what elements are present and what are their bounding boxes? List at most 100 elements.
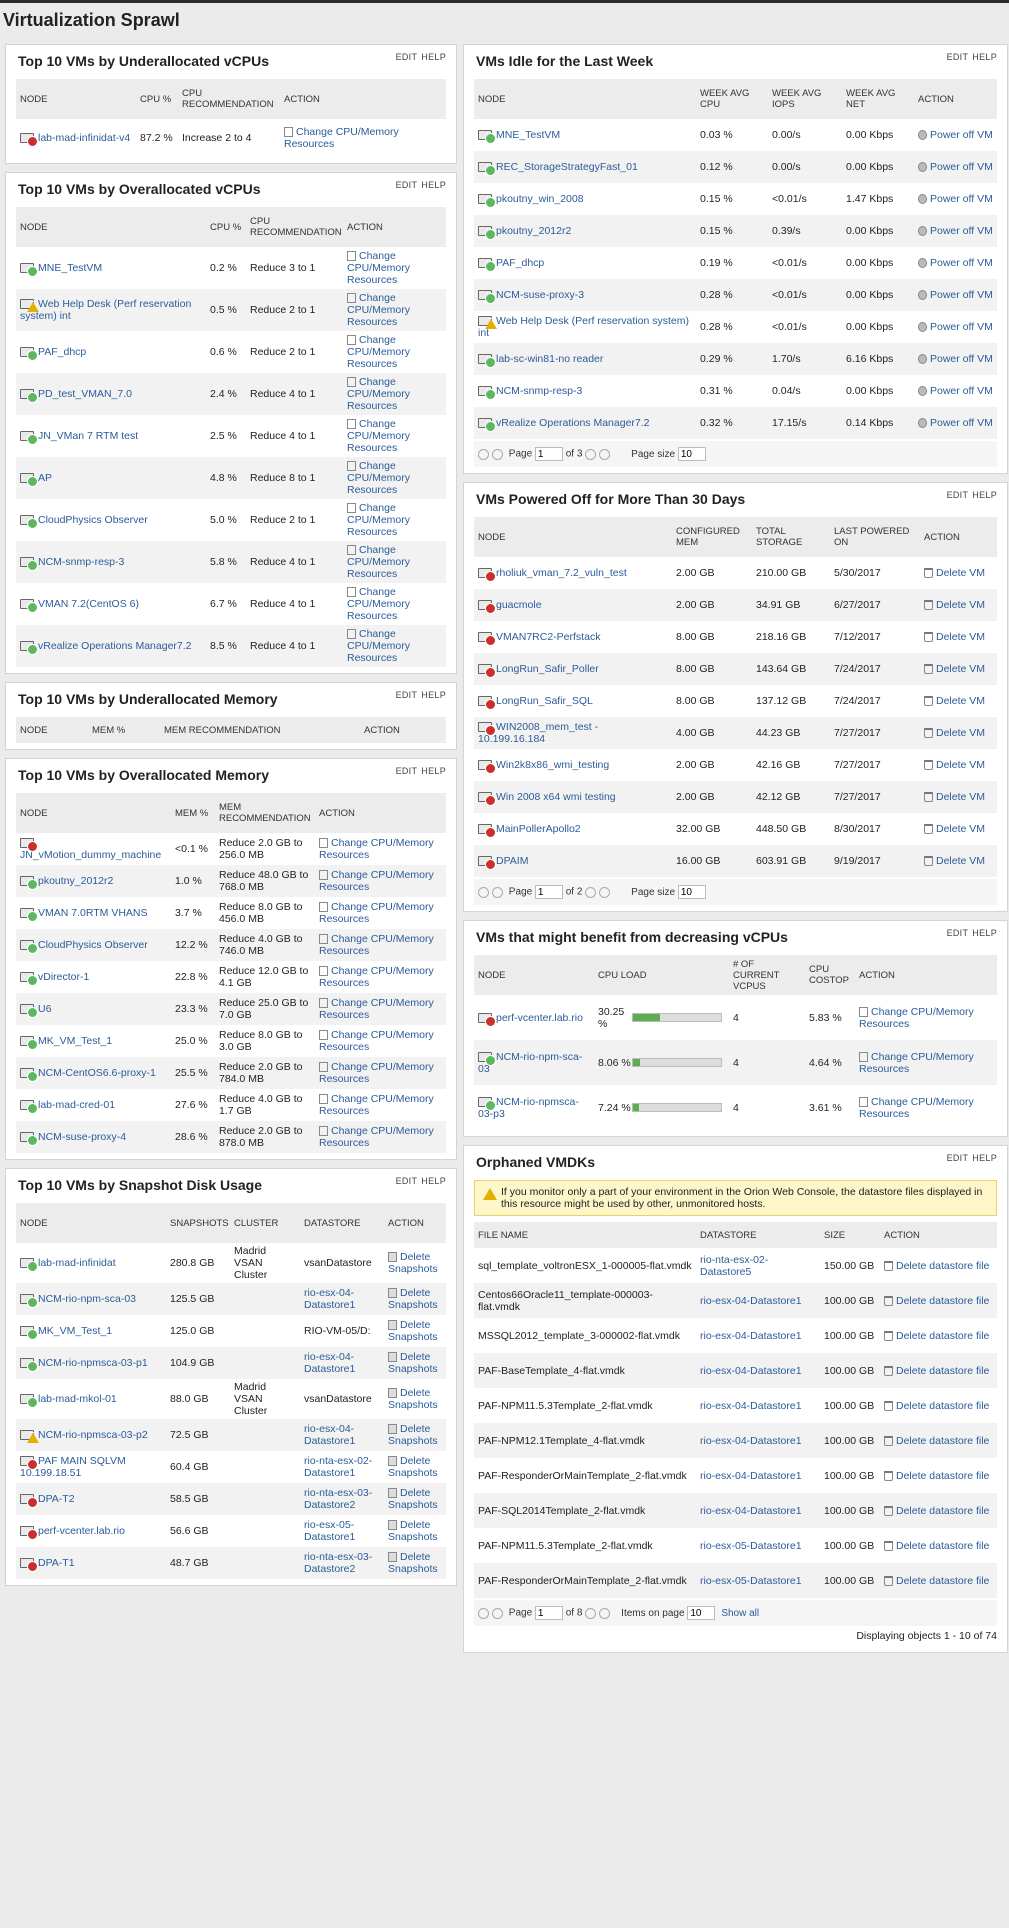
edit-link[interactable]: EDIT xyxy=(395,52,418,62)
pager-first-button[interactable] xyxy=(478,886,489,898)
action-link[interactable]: Delete datastore file xyxy=(896,1259,990,1272)
action-link[interactable]: Power off VM xyxy=(930,193,993,205)
action-link[interactable]: Delete datastore file xyxy=(896,1574,990,1587)
help-link[interactable]: HELP xyxy=(421,1176,446,1186)
pager-last-button[interactable] xyxy=(599,448,611,460)
node-link[interactable]: pkoutny_2012r2 xyxy=(496,225,572,237)
node-link[interactable]: DPA-T2 xyxy=(38,1493,75,1505)
page-number-input[interactable] xyxy=(534,885,563,899)
action-link[interactable]: Change CPU/Memory Resources xyxy=(859,1005,974,1030)
action-link[interactable]: Change CPU/Memory Resources xyxy=(347,544,411,580)
action-link[interactable]: Delete Snapshots xyxy=(388,1551,438,1575)
pager-last-button[interactable] xyxy=(599,1607,611,1619)
node-link[interactable]: pkoutny_2012r2 xyxy=(38,875,114,887)
datastore-link[interactable]: rio-esx-04-Datastore1 xyxy=(700,1504,802,1517)
node-link[interactable]: lab-mad-cred-01 xyxy=(38,1099,116,1111)
edit-link[interactable]: EDIT xyxy=(946,1153,969,1163)
action-link[interactable]: Power off VM xyxy=(930,417,993,429)
node-link[interactable]: Win 2008 x64 wmi testing xyxy=(496,791,616,803)
node-link[interactable]: NCM-rio-npm-sca-03 xyxy=(478,1050,583,1075)
action-link[interactable]: Delete VM xyxy=(936,567,986,579)
node-link[interactable]: NCM-rio-npmsca-03-p1 xyxy=(38,1357,148,1369)
edit-link[interactable]: EDIT xyxy=(395,766,418,776)
node-link[interactable]: lab-mad-mkol-01 xyxy=(38,1393,117,1405)
node-link[interactable]: CloudPhysics Observer xyxy=(38,514,148,526)
action-link[interactable]: Change CPU/Memory Resources xyxy=(319,837,434,861)
page-size-input[interactable] xyxy=(677,447,706,461)
node-link[interactable]: DPA-T1 xyxy=(38,1557,75,1569)
datastore-link[interactable]: rio-esx-04-Datastore1 xyxy=(700,1399,802,1412)
action-link[interactable]: Change CPU/Memory Resources xyxy=(347,334,411,370)
action-link[interactable]: Change CPU/Memory Resources xyxy=(347,250,411,286)
node-link[interactable]: vDirector-1 xyxy=(38,971,90,983)
action-link[interactable]: Change CPU/Memory Resources xyxy=(347,586,411,622)
node-link[interactable]: U6 xyxy=(38,1003,52,1015)
action-link[interactable]: Change CPU/Memory Resources xyxy=(319,965,434,989)
datastore-link[interactable]: rio-esx-04-Datastore1 xyxy=(700,1294,802,1307)
action-link[interactable]: Delete datastore file xyxy=(896,1294,990,1307)
action-link[interactable]: Delete VM xyxy=(936,695,986,707)
action-link[interactable]: Delete VM xyxy=(936,599,986,611)
datastore-link[interactable]: rio-esx-04-Datastore1 xyxy=(700,1364,802,1377)
action-link[interactable]: Delete VM xyxy=(936,727,986,739)
datastore-link[interactable]: rio-nta-esx-03-Datastore2 xyxy=(304,1487,373,1511)
node-link[interactable]: LongRun_Safir_Poller xyxy=(496,663,599,675)
help-link[interactable]: HELP xyxy=(421,766,446,776)
page-number-input[interactable] xyxy=(534,447,563,461)
action-link[interactable]: Power off VM xyxy=(930,321,993,333)
pager-next-button[interactable] xyxy=(585,886,597,898)
help-link[interactable]: HELP xyxy=(972,1153,997,1163)
action-link[interactable]: Delete VM xyxy=(936,759,986,771)
action-link[interactable]: Delete Snapshots xyxy=(388,1251,438,1275)
node-link[interactable]: DPAIM xyxy=(496,855,529,867)
pager-prev-button[interactable] xyxy=(492,448,503,460)
action-link[interactable]: Delete datastore file xyxy=(896,1329,990,1342)
datastore-link[interactable]: rio-esx-04-Datastore1 xyxy=(700,1469,802,1482)
action-link[interactable]: Delete Snapshots xyxy=(388,1487,438,1511)
pager-first-button[interactable] xyxy=(478,448,489,460)
pager-next-button[interactable] xyxy=(585,1607,597,1619)
node-link[interactable]: MK_VM_Test_1 xyxy=(38,1325,113,1337)
datastore-link[interactable]: rio-esx-05-Datastore1 xyxy=(304,1519,356,1543)
action-link[interactable]: Power off VM xyxy=(930,129,993,141)
node-link[interactable]: VMAN7RC2-Perfstack xyxy=(496,631,601,643)
node-link[interactable]: PAF MAIN SQLVM 10.199.18.51 xyxy=(20,1455,126,1479)
action-link[interactable]: Change CPU/Memory Resources xyxy=(319,869,434,893)
edit-link[interactable]: EDIT xyxy=(395,1176,418,1186)
action-link[interactable]: Change CPU/Memory Resources xyxy=(859,1095,974,1120)
node-link[interactable]: VMAN 7.2(CentOS 6) xyxy=(38,598,139,610)
action-link[interactable]: Delete datastore file xyxy=(896,1434,990,1447)
action-link[interactable]: Change CPU/Memory Resources xyxy=(347,292,411,328)
action-link[interactable]: Delete Snapshots xyxy=(388,1319,438,1343)
datastore-link[interactable]: rio-nta-esx-02-Datastore1 xyxy=(304,1455,373,1479)
node-link[interactable]: pkoutny_win_2008 xyxy=(496,193,584,205)
node-link[interactable]: JN_VMan 7 RTM test xyxy=(38,430,139,442)
show-all-link[interactable]: Show all xyxy=(721,1607,760,1619)
action-link[interactable]: Change CPU/Memory Resources xyxy=(319,901,434,925)
page-number-input[interactable] xyxy=(534,1606,563,1620)
edit-link[interactable]: EDIT xyxy=(395,690,418,700)
pager-prev-button[interactable] xyxy=(492,1607,503,1619)
action-link[interactable]: Delete Snapshots xyxy=(388,1287,438,1311)
help-link[interactable]: HELP xyxy=(421,52,446,62)
datastore-link[interactable]: rio-esx-04-Datastore1 xyxy=(700,1434,802,1447)
action-link[interactable]: Change CPU/Memory Resources xyxy=(319,1061,434,1085)
action-link[interactable]: Delete datastore file xyxy=(896,1539,990,1552)
action-link[interactable]: Change CPU/Memory Resources xyxy=(347,460,411,496)
node-link[interactable]: REC_StorageStrategyFast_01 xyxy=(496,161,638,173)
node-link[interactable]: guacmole xyxy=(496,599,542,611)
action-link[interactable]: Delete Snapshots xyxy=(388,1423,438,1447)
node-link[interactable]: NCM-CentOS6.6-proxy-1 xyxy=(38,1067,156,1079)
node-link[interactable]: MainPollerApollo2 xyxy=(496,823,581,835)
action-link[interactable]: Delete Snapshots xyxy=(388,1351,438,1375)
pager-prev-button[interactable] xyxy=(492,886,503,898)
help-link[interactable]: HELP xyxy=(421,180,446,190)
action-link[interactable]: Change CPU/Memory Resources xyxy=(347,376,411,412)
action-link[interactable]: Power off VM xyxy=(930,257,993,269)
action-link[interactable]: Change CPU/Memory Resources xyxy=(319,933,434,957)
node-link[interactable]: MNE_TestVM xyxy=(38,262,103,274)
datastore-link[interactable]: rio-esx-04-Datastore1 xyxy=(304,1351,356,1375)
node-link[interactable]: Web Help Desk (Perf reservation system) … xyxy=(478,315,689,339)
pager-last-button[interactable] xyxy=(599,886,611,898)
node-link[interactable]: NCM-suse-proxy-3 xyxy=(496,289,585,301)
